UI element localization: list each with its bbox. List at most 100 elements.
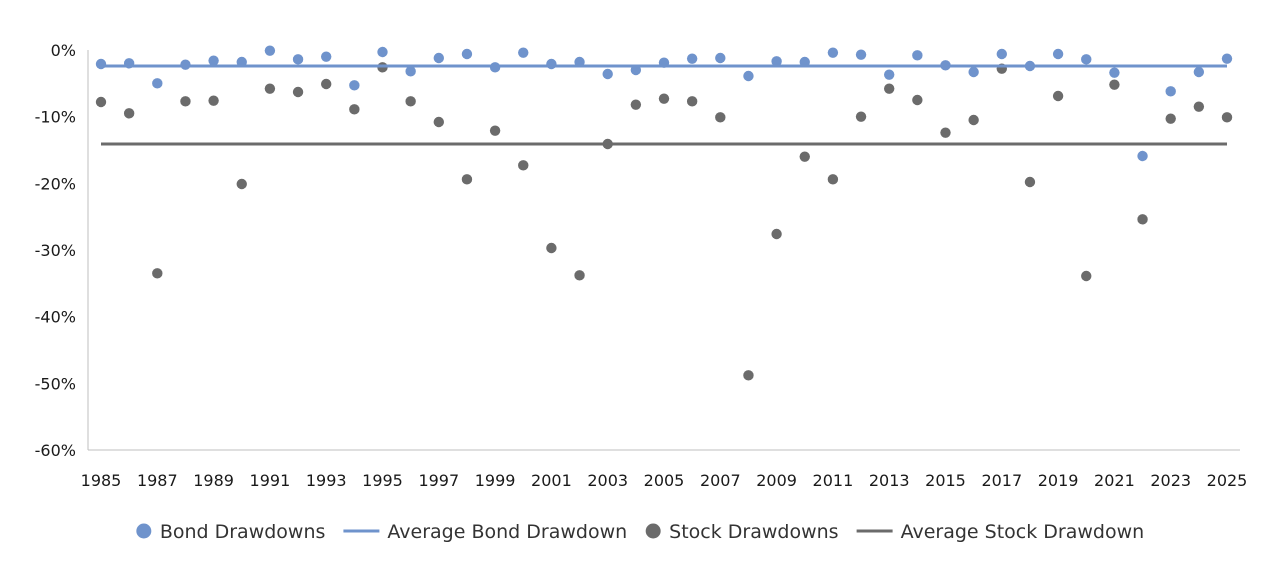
bond-drawdowns-point <box>912 50 923 61</box>
x-tick-label: 2021 <box>1094 471 1135 490</box>
stock-drawdowns-point <box>771 228 782 240</box>
bond-drawdowns-point <box>884 69 895 80</box>
stock-drawdowns-point <box>152 268 163 279</box>
x-tick-label: 2009 <box>756 471 797 490</box>
y-tick-label: -30% <box>35 241 76 260</box>
x-tick-label: 2007 <box>700 471 741 490</box>
y-axis: 0% -10% -20% -30% -40% -50% -60% <box>35 41 89 460</box>
stock-drawdowns-point <box>546 242 557 254</box>
stock-drawdowns-point <box>968 114 979 126</box>
y-tick-label: 0% <box>51 41 76 60</box>
stock-drawdowns-point <box>1165 113 1176 124</box>
stock-drawdowns-point <box>1081 270 1092 282</box>
stock-drawdowns-point <box>574 270 585 281</box>
bond-drawdowns-point <box>321 51 332 62</box>
y-tick-label: -50% <box>35 374 76 393</box>
legend-label: Average Stock Drawdown <box>901 521 1145 543</box>
x-tick-label: 2005 <box>644 471 685 490</box>
legend-item-stock-drawdowns: Stock Drawdowns <box>645 521 839 543</box>
bond-drawdowns-point <box>349 80 360 91</box>
x-tick-label: 2015 <box>925 471 966 490</box>
stock-drawdowns-point <box>1137 214 1148 225</box>
stock-drawdowns-point <box>180 96 191 107</box>
bond-drawdowns-point <box>855 49 867 60</box>
bond-drawdowns-point <box>743 70 754 82</box>
stock-drawdowns-point <box>1193 101 1205 112</box>
bond-drawdowns-point <box>1081 54 1092 65</box>
stock-drawdowns-point <box>405 96 416 107</box>
y-tick-label: -40% <box>35 308 76 327</box>
bond-drawdowns-point <box>152 78 163 89</box>
bond-drawdowns-point <box>771 56 782 67</box>
legend: Bond Drawdowns Average Bond Drawdown Stock… <box>136 521 1144 543</box>
y-tick-label: -10% <box>35 108 76 127</box>
bond-drawdowns-point <box>208 55 219 66</box>
x-tick-label: 2013 <box>869 471 910 490</box>
legend-item-average-bond-drawdown: Average Bond Drawdown <box>343 521 627 543</box>
stock-drawdowns-point <box>349 104 360 115</box>
x-tick-label: 1993 <box>306 471 347 490</box>
stock-drawdowns-point <box>292 86 304 98</box>
stock-drawdowns-point <box>658 93 670 104</box>
stock-drawdowns-point <box>95 96 107 108</box>
stock-drawdowns-point <box>461 174 473 185</box>
bond-drawdowns-point <box>686 53 698 64</box>
legend-label: Stock Drawdowns <box>669 521 838 543</box>
x-tick-label: 2003 <box>587 471 628 490</box>
x-tick-label: 1989 <box>193 471 234 490</box>
bond-drawdowns-point <box>461 48 473 60</box>
stock-drawdowns-point <box>208 95 219 106</box>
bond-drawdowns-point <box>433 52 444 64</box>
stock-drawdowns-point <box>264 83 276 94</box>
stock-drawdowns-point <box>433 116 444 128</box>
stock-drawdowns-point <box>236 178 247 190</box>
bond-drawdowns-point <box>1193 66 1205 78</box>
x-tick-label: 1991 <box>250 471 291 490</box>
stock-drawdowns-point <box>884 83 895 94</box>
bond-drawdowns-point <box>264 45 276 56</box>
stock-drawdowns-point <box>123 108 135 119</box>
bond-drawdowns-point <box>968 66 979 78</box>
bond-drawdowns-point <box>95 58 107 70</box>
stock-drawdowns-point <box>799 151 810 162</box>
x-tick-label: 1985 <box>81 471 122 490</box>
plot-area <box>95 45 1233 381</box>
x-tick-label: 1995 <box>362 471 403 490</box>
legend-dot-marker <box>136 523 152 539</box>
x-tick-label: 2011 <box>813 471 854 490</box>
bond-drawdowns-point <box>602 68 613 80</box>
legend-item-bond-drawdowns: Bond Drawdowns <box>136 521 325 543</box>
bond-drawdowns-point <box>996 48 1007 60</box>
x-tick-label: 2001 <box>531 471 572 490</box>
y-tick-label: -60% <box>35 441 76 460</box>
stock-drawdowns-point <box>940 127 951 138</box>
legend-label: Average Bond Drawdown <box>387 521 627 543</box>
bond-drawdowns-point <box>715 52 726 64</box>
stock-drawdowns-point <box>1052 90 1064 102</box>
stock-drawdowns-point <box>912 94 923 106</box>
x-tick-label: 1997 <box>418 471 459 490</box>
stock-drawdowns-point <box>855 111 867 122</box>
bond-drawdowns-point <box>1165 86 1176 97</box>
bond-drawdowns-point <box>1109 67 1120 78</box>
bond-drawdowns-point <box>1052 48 1064 60</box>
x-tick-label: 1999 <box>475 471 516 490</box>
stock-drawdowns-point <box>489 125 501 136</box>
stock-drawdowns-point <box>1221 112 1233 123</box>
bond-drawdowns-point <box>1137 150 1148 162</box>
bond-drawdowns-point <box>546 58 557 70</box>
bond-drawdowns-point <box>405 66 416 77</box>
bond-drawdowns-point <box>1221 53 1233 64</box>
stock-drawdowns-point <box>715 112 726 123</box>
bond-drawdowns-point <box>292 54 304 65</box>
stock-drawdowns-point <box>686 96 698 107</box>
stock-drawdowns-point <box>827 174 839 185</box>
stock-drawdowns-point <box>321 78 332 90</box>
x-tick-label: 2017 <box>981 471 1022 490</box>
stock-drawdowns-point <box>1024 176 1036 188</box>
x-axis: 1985 1987 1989 1991 1993 1995 1997 1999 2001 2003… <box>81 449 1247 490</box>
y-tick-label: -20% <box>35 174 76 193</box>
stock-drawdowns-point <box>630 99 642 110</box>
bond-drawdowns-point <box>827 47 839 58</box>
